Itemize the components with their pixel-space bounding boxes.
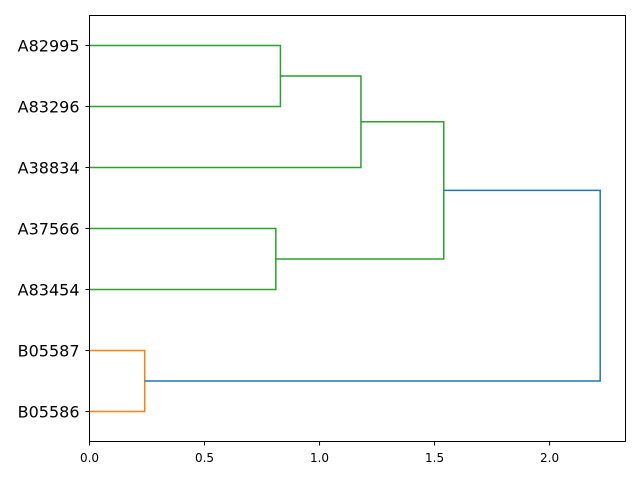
dendrogram-links xyxy=(89,44,601,413)
dendrogram-link xyxy=(89,349,146,413)
dendrogram-link xyxy=(89,44,282,108)
y-axis-leaf-labels: A82995 A83296 A38834 A37566 A83454 B05587 B055… xyxy=(18,37,90,422)
leaf-label: B05586 xyxy=(18,403,80,422)
leaf-label: A83454 xyxy=(18,281,80,300)
leaf-label: A83296 xyxy=(18,98,80,117)
dendrogram-link xyxy=(144,189,601,382)
x-tick-label: 1.5 xyxy=(425,451,444,465)
dendrogram-link xyxy=(275,121,445,260)
dendrogram-link xyxy=(89,227,277,291)
leaf-label: A37566 xyxy=(18,220,80,239)
x-tick-label: 0.5 xyxy=(195,451,214,465)
x-axis: 0.0 0.5 1.0 1.5 2.0 xyxy=(80,441,559,465)
x-tick-label: 1.0 xyxy=(310,451,329,465)
leaf-label: A82995 xyxy=(18,37,80,56)
x-tick-label: 0.0 xyxy=(80,451,99,465)
x-tick-label: 2.0 xyxy=(540,451,559,465)
dendrogram-link xyxy=(89,75,362,169)
leaf-label: B05587 xyxy=(18,342,80,361)
leaf-label: A38834 xyxy=(18,159,80,178)
